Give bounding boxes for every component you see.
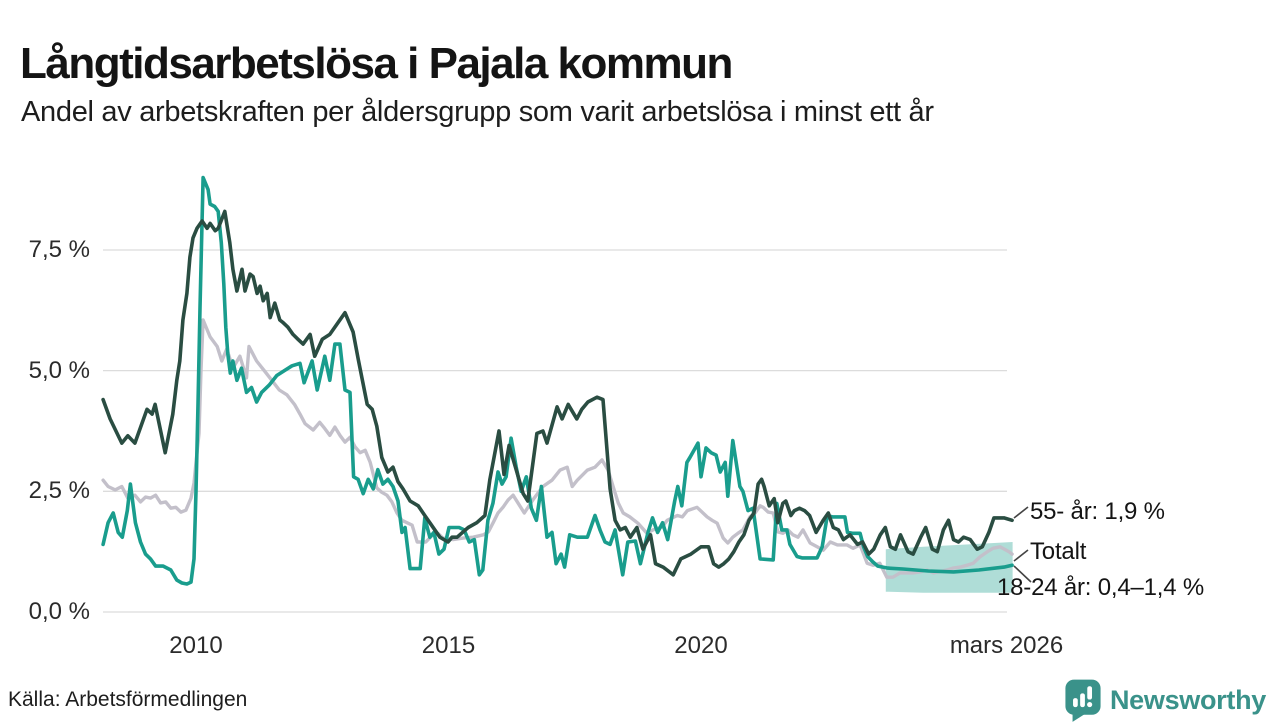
series-annotation: 18-24 år: 0,4–1,4 % xyxy=(997,574,1205,601)
series-annotation: 55- år: 1,9 % xyxy=(1030,498,1165,525)
brand-name: Newsworthy xyxy=(1109,685,1266,715)
newsworthy-icon xyxy=(1065,679,1101,722)
x-tick-label: 2010 xyxy=(169,632,223,659)
page-title: Långtidsarbetslösa i Pajala kommun xyxy=(20,39,733,89)
annotation-leader xyxy=(1013,565,1032,583)
x-tick-label: mars 2026 xyxy=(949,632,1064,659)
series-annotation: Totalt xyxy=(1030,538,1087,565)
x-tick-label: 2015 xyxy=(421,632,476,659)
source-note: Källa: Arbetsförmedlingen xyxy=(8,688,248,711)
series-line-55-r xyxy=(101,209,1014,577)
y-tick-label: 0,0 % xyxy=(28,598,90,625)
y-tick-label: 5,0 % xyxy=(28,356,90,384)
series-line-totalt xyxy=(101,318,1014,579)
x-tick-label: 2020 xyxy=(674,632,728,659)
brand-logo: Newsworthy xyxy=(1064,678,1266,723)
y-tick-label: 7,5 % xyxy=(28,235,90,263)
annotation-leader xyxy=(1013,506,1029,519)
series-line-18-24-r xyxy=(101,175,1014,586)
page-subtitle: Andel av arbetskraften per åldersgrupp s… xyxy=(21,96,934,128)
y-tick-label: 2,5 % xyxy=(28,477,90,505)
annotation-leader xyxy=(1013,549,1029,562)
